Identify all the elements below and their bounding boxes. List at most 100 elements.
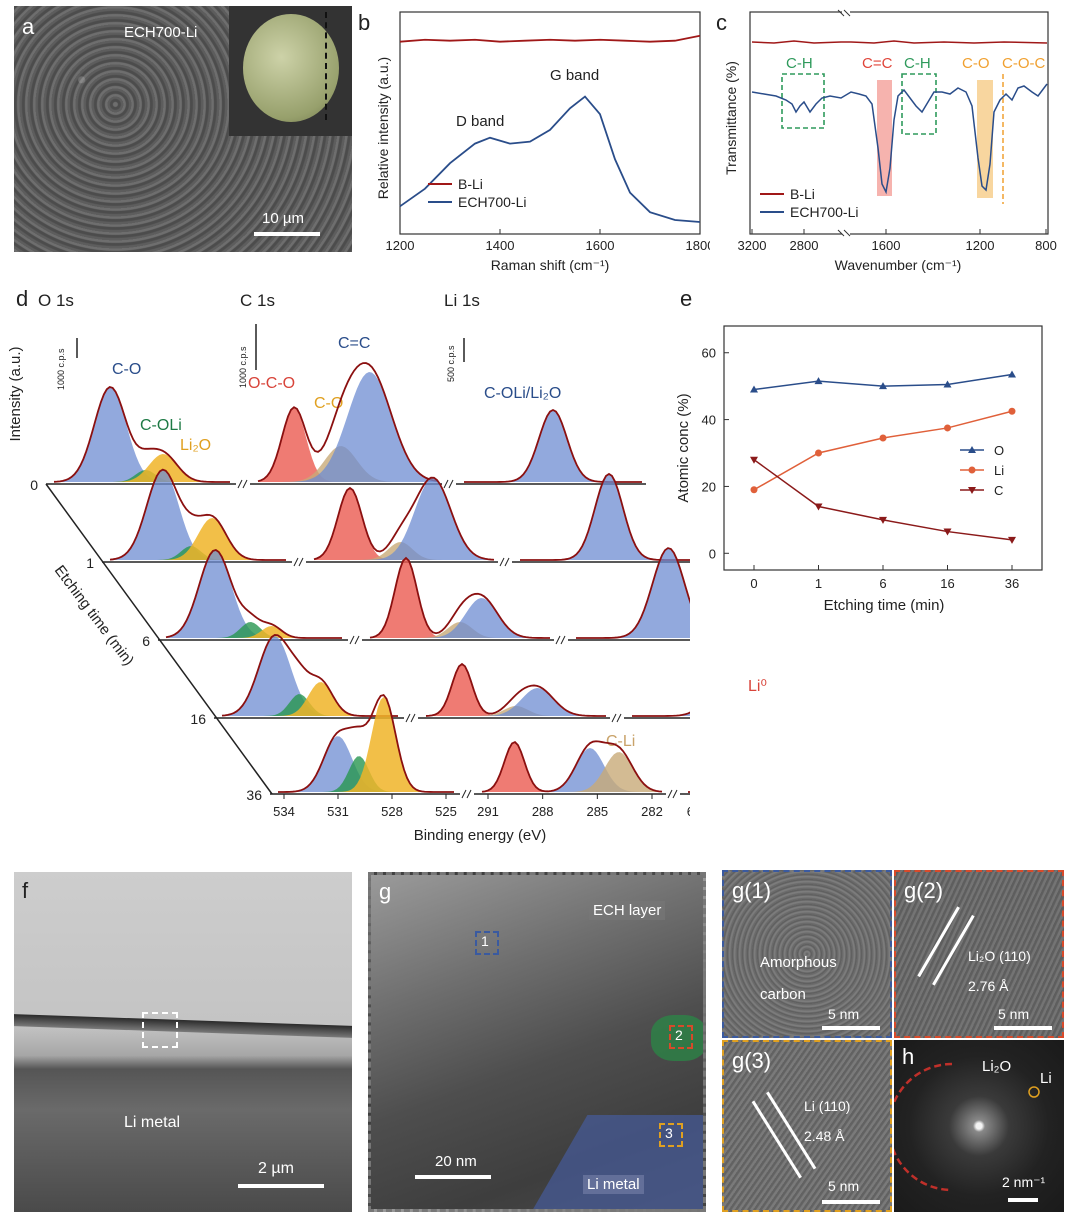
xps-break-a-4-1 <box>667 789 673 799</box>
xps-peak-li-2-0 <box>576 548 690 638</box>
e-xtick-label-3: 16 <box>940 576 954 591</box>
panel-label-f: f <box>22 878 29 903</box>
xps-peak-c-2-2 <box>370 598 550 638</box>
lattice-lines-g2 <box>917 906 975 986</box>
e-xlabel: Etching time (min) <box>824 597 945 614</box>
li-metal-label-f: Li metal <box>124 1114 181 1131</box>
e-point-C-3 <box>943 528 952 536</box>
peak-label-li2o: Li₂O <box>180 437 211 454</box>
xps-xtick-label-c-3: 282 <box>641 804 663 819</box>
raman-tick-label-0: 1200 <box>386 238 415 253</box>
etch-axis <box>45 483 273 795</box>
xps-peak-o-0-0 <box>54 387 230 482</box>
xps-xtick-label-o-1: 531 <box>327 804 349 819</box>
panel-label-g2: g(2) <box>904 878 944 903</box>
ch-box-1 <box>781 73 825 129</box>
scale-label-f: 2 µm <box>258 1160 294 1177</box>
ftir-tick-label-1: 2800 <box>790 238 819 253</box>
scalebar-a <box>254 232 320 236</box>
ftir-tick-label-2: 1600 <box>872 238 901 253</box>
xps-peak-c-3-2 <box>426 688 606 716</box>
etch-time-1: 1 <box>86 555 94 571</box>
peak-label-co2: C-O <box>314 395 343 412</box>
xps-peak-o-2-1 <box>166 622 342 638</box>
tem-image-f: f Li metal 2 µm <box>14 872 352 1212</box>
xps-peak-o-2-0 <box>166 550 342 638</box>
scale-label-g: 20 nm <box>435 1153 477 1170</box>
xps-envelope-c-1 <box>313 476 495 561</box>
raman-ylabel: Relative intensity (a.u.) <box>375 57 391 199</box>
xps-peak-li-4-1 <box>688 684 690 792</box>
e-point-O-2 <box>879 382 887 390</box>
li0-label: Li⁰ <box>748 678 767 695</box>
xps-envelope-o-3 <box>221 633 398 717</box>
etch-time-4: 36 <box>246 787 262 803</box>
scale-label-h: 2 nm⁻¹ <box>1002 1174 1046 1190</box>
inset-photo <box>229 6 352 136</box>
e-xtick-label-4: 36 <box>1005 576 1019 591</box>
xps-peak-c-0-0 <box>258 408 438 482</box>
xps-break-a-1-1 <box>499 557 505 567</box>
band-label-cc: C=C <box>862 55 893 72</box>
region-box-1 <box>475 931 499 955</box>
legend-text-c-li: B-Li <box>790 186 815 202</box>
xps-break-a-0-1 <box>443 479 449 489</box>
cut-line <box>325 12 327 120</box>
peak-label-coli: C-OLi <box>140 417 182 434</box>
scalebar-g1 <box>822 1026 880 1030</box>
region-num-2: 2 <box>675 1027 683 1043</box>
xps-peak-li-4-0 <box>688 758 690 792</box>
ftir-ech <box>751 83 1048 195</box>
e-point-C-1 <box>814 503 823 511</box>
peak-label-oco: O-C-O <box>248 375 295 392</box>
li2o-d-label: 2.76 Å <box>968 978 1009 994</box>
xps-envelope-o-4 <box>277 693 454 793</box>
amorphous-label: Amorphous <box>760 954 837 971</box>
etch-time-0: 0 <box>30 477 38 493</box>
e-point-Li-4 <box>1008 407 1016 415</box>
etch-axis-label: Etching time (min) <box>51 562 137 669</box>
xps-break-b-2-1 <box>560 635 566 645</box>
scalebar-g2 <box>994 1026 1052 1030</box>
xps-envelope-li-4 <box>688 791 690 793</box>
selection-box-f <box>142 1012 178 1048</box>
fft-li2o-label: Li₂O <box>982 1058 1012 1075</box>
c1s-title: C 1s <box>240 291 275 310</box>
legend-text-c-ech: ECH700-Li <box>790 204 858 220</box>
peak-label-co: C-O <box>112 361 141 378</box>
panel-label-g: g <box>379 879 392 904</box>
ftir-ylabel: Transmittance (%) <box>723 61 739 175</box>
li1s-title: Li 1s <box>444 291 480 310</box>
e-xtick-label-0: 0 <box>750 576 757 591</box>
xps-break-b-4-0 <box>466 789 472 799</box>
e-point-Li-2 <box>879 434 887 442</box>
xps-envelope-li-2 <box>576 547 690 639</box>
xps-envelope-o-2 <box>165 549 342 639</box>
xps-break-b-0-1 <box>448 479 454 489</box>
green-region <box>651 1015 703 1061</box>
raman-xlabel: Raman shift (cm⁻¹) <box>491 257 610 273</box>
sem-image: a ECH700-Li 10 µm <box>14 6 352 252</box>
e-ytick-label-0: 0 <box>709 546 716 561</box>
ftir-tick-label-3: 1200 <box>966 238 995 253</box>
xps-xtick-label-c-1: 288 <box>532 804 554 819</box>
xps-peak-o-3-2 <box>222 682 398 716</box>
e-point-O-4 <box>1008 370 1016 378</box>
li-d-label: 2.48 Å <box>804 1128 845 1144</box>
peak-label-cli: C-Li <box>606 733 635 750</box>
xps-peak-o-3-0 <box>222 636 398 716</box>
g-band-label: G band <box>550 67 599 84</box>
region-num-1: 1 <box>481 933 489 949</box>
xps-waterfall: O 1s C 1s Li 1s Intensity (a.u.) 1000 c.… <box>7 291 690 844</box>
xps-xtick-label-o-3: 525 <box>435 804 457 819</box>
xps-peak-c-2-0 <box>370 558 550 638</box>
ftir-chart: C-H C=C C-H C-O C-O-C 3200 2800 1600 1200 80… <box>723 8 1057 273</box>
e-ytick-label-1: 20 <box>702 479 716 494</box>
hrtem-g2: g(2) Li₂O (110) 2.76 Å 5 nm <box>894 870 1064 1038</box>
raman-frame <box>399 11 701 235</box>
xps-envelope-c-4 <box>481 740 663 793</box>
raman-chart: 1200 1400 1600 1800 Relative intensity (a.u… <box>375 11 710 273</box>
xps-peak-o-4-2 <box>278 697 454 792</box>
e-legend-text-Li: Li <box>994 463 1004 478</box>
xps-break-b-4-1 <box>672 789 678 799</box>
